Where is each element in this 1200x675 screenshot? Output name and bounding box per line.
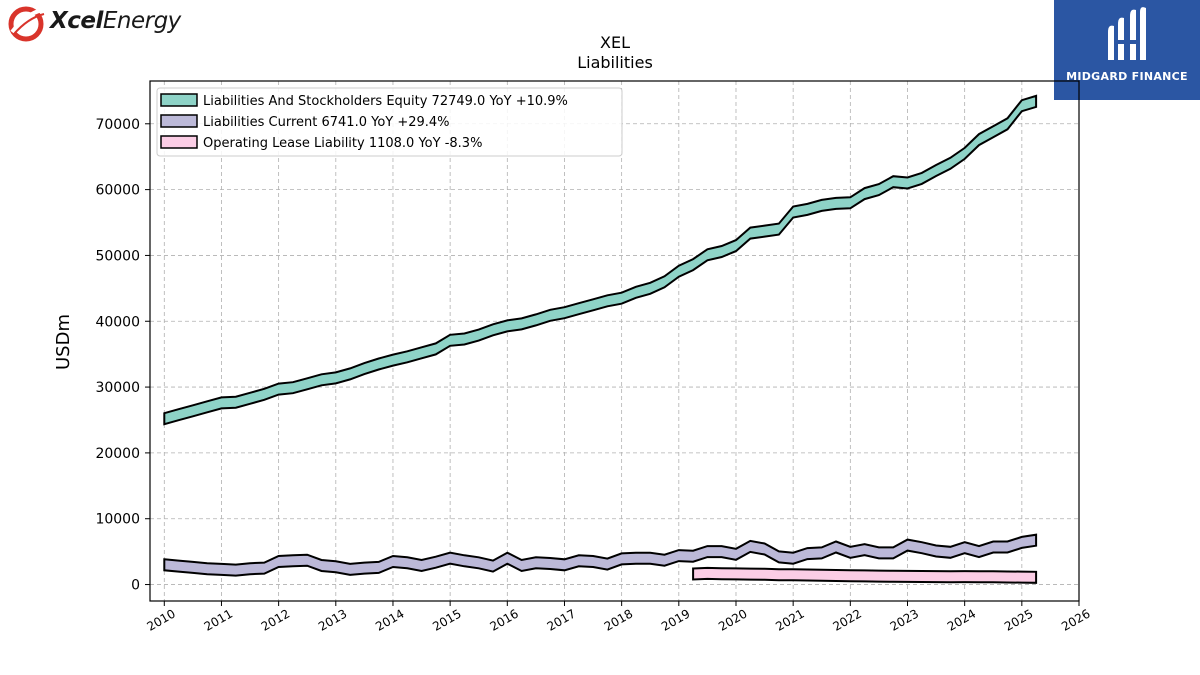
y-tick-label: 50000 [95, 248, 140, 264]
legend: Liabilities And Stockholders Equity 7274… [156, 87, 623, 157]
legend-label-3: Operating Lease Liability 1108.0 YoY -8.… [203, 136, 482, 151]
chart-ticker: XEL [600, 33, 630, 52]
x-tick-label: 2019 [659, 606, 692, 633]
x-tick-label: 2011 [202, 606, 235, 633]
y-axis-label: USDm [53, 314, 74, 370]
series-band-1 [163, 94, 1038, 426]
legend-label-1: Liabilities And Stockholders Equity 7274… [203, 94, 568, 109]
x-tick-label: 2015 [430, 606, 463, 633]
midgard-finance-logo-icon [1108, 7, 1146, 61]
xcel-energy-swirl-icon [8, 6, 45, 42]
company-logo [8, 6, 45, 42]
y-tick-label: 70000 [95, 117, 140, 133]
grid [150, 81, 1080, 601]
x-tick-label: 2016 [487, 606, 520, 633]
x-tick-label: 2021 [773, 606, 806, 633]
x-tick-label: 2018 [602, 606, 635, 633]
series-band-2 [163, 533, 1038, 577]
legend-label-2: Liabilities Current 6741.0 YoY +29.4% [203, 115, 450, 130]
y-tick-label: 10000 [95, 512, 140, 528]
x-tick-label: 2017 [545, 606, 578, 633]
legend-swatch-1 [160, 93, 198, 107]
brand-name: MIDGARD FINANCE [1066, 70, 1188, 83]
y-tick-label: 60000 [95, 183, 140, 199]
x-tick-label: 2020 [716, 606, 749, 633]
brand-badge: MIDGARD FINANCE [1054, 0, 1200, 100]
company-name: XcelEnergy [50, 8, 181, 34]
x-tick-label: 2010 [144, 606, 177, 633]
legend-box [156, 87, 623, 157]
x-tick-label: 2013 [316, 606, 349, 633]
chart-title: Liabilities [577, 53, 653, 72]
company-name-bold: Xcel [50, 8, 103, 34]
x-tick-label: 2022 [830, 606, 863, 633]
legend-swatch-2 [160, 114, 198, 128]
y-tick-label: 0 [131, 578, 140, 594]
x-tick-label: 2026 [1059, 606, 1092, 633]
x-tick-label: 2025 [1002, 606, 1035, 633]
series-layer [163, 94, 1038, 584]
x-tick-label: 2014 [373, 606, 406, 633]
x-tick-label: 2023 [888, 606, 921, 633]
x-tick-label: 2024 [945, 606, 978, 633]
x-tick-label: 2012 [259, 606, 292, 633]
y-tick-label: 30000 [95, 380, 140, 396]
legend-swatch-3 [160, 135, 198, 149]
series-band-3 [692, 566, 1038, 584]
y-tick-label: 20000 [95, 446, 140, 462]
company-name-light: Energy [102, 8, 181, 34]
plot-frame [149, 80, 1080, 602]
y-tick-label: 40000 [95, 314, 140, 330]
